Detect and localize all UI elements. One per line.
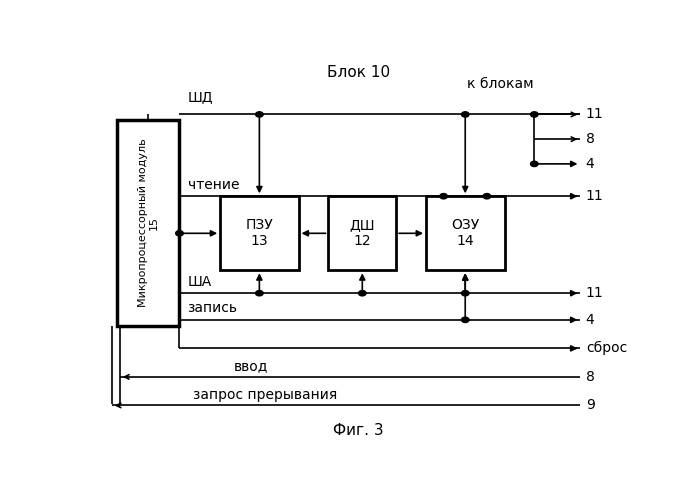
Circle shape <box>531 161 538 166</box>
Circle shape <box>359 290 366 296</box>
Circle shape <box>461 317 469 323</box>
Text: ДШ
12: ДШ 12 <box>350 218 375 248</box>
Text: 8: 8 <box>586 132 595 146</box>
Circle shape <box>440 194 447 199</box>
Circle shape <box>483 194 491 199</box>
Text: запись: запись <box>187 301 238 316</box>
Text: ОЗУ
14: ОЗУ 14 <box>451 218 480 248</box>
Text: чтение: чтение <box>187 178 239 192</box>
Text: ПЗУ
13: ПЗУ 13 <box>245 218 273 248</box>
Text: Фиг. 3: Фиг. 3 <box>333 423 384 438</box>
Bar <box>426 196 505 270</box>
Text: ША: ША <box>187 275 212 289</box>
Text: Блок 10: Блок 10 <box>326 65 390 80</box>
Text: запрос прерывания: запрос прерывания <box>193 388 337 402</box>
Bar <box>329 196 396 270</box>
Text: к блокам: к блокам <box>467 77 533 91</box>
Text: 11: 11 <box>586 107 603 122</box>
Circle shape <box>256 290 263 296</box>
Circle shape <box>256 112 263 117</box>
Text: 11: 11 <box>586 286 603 300</box>
Text: 11: 11 <box>586 189 603 203</box>
Bar <box>117 120 180 326</box>
Text: Микропроцессорный модуль
15: Микропроцессорный модуль 15 <box>138 138 159 307</box>
Text: 8: 8 <box>586 370 595 384</box>
Circle shape <box>461 112 469 117</box>
Circle shape <box>531 112 538 117</box>
Circle shape <box>461 290 469 296</box>
Circle shape <box>175 231 183 236</box>
Bar <box>220 196 298 270</box>
Text: сброс: сброс <box>586 341 627 355</box>
Text: 4: 4 <box>586 157 595 171</box>
Text: 4: 4 <box>586 313 595 327</box>
Text: 9: 9 <box>586 399 595 412</box>
Text: ШД: ШД <box>187 90 213 104</box>
Text: ввод: ввод <box>233 359 268 373</box>
